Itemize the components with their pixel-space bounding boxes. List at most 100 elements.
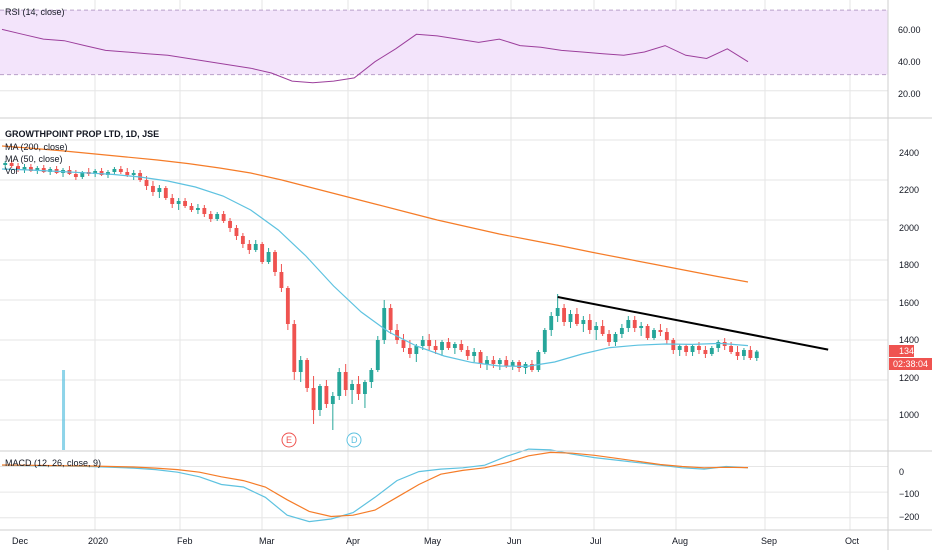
candle — [279, 264, 284, 292]
candle — [587, 314, 592, 334]
macd-label[interactable]: MACD (12, 26, close, 9) — [5, 458, 101, 468]
candle-body — [240, 236, 245, 244]
candle — [690, 344, 695, 356]
candle-body — [645, 326, 650, 338]
candle — [414, 344, 419, 362]
candle — [350, 380, 355, 404]
candle-body — [742, 350, 746, 356]
trendline[interactable] — [557, 296, 829, 351]
candle — [433, 340, 438, 354]
candle-body — [343, 372, 348, 390]
candle — [195, 204, 200, 214]
price-tick-1000: 1000 — [899, 410, 919, 420]
candle — [562, 304, 567, 326]
candle-body — [478, 352, 483, 364]
candle — [343, 364, 348, 396]
candle-body — [677, 346, 682, 350]
legend-ma200[interactable]: MA (200, close) — [5, 142, 68, 152]
candle — [600, 320, 605, 336]
candle — [208, 211, 213, 222]
macd-tick-minus-100: −100 — [899, 489, 919, 499]
candle — [221, 211, 226, 223]
candle-body — [112, 169, 117, 172]
price-tick-1200: 1200 — [899, 373, 919, 383]
ma50-line[interactable] — [1, 168, 749, 368]
candle — [671, 338, 676, 354]
candle — [594, 322, 599, 340]
legend-ma50[interactable]: MA (50, close) — [5, 154, 63, 164]
candle — [497, 358, 502, 370]
candle — [465, 346, 470, 360]
last-price-value: 1342 — [899, 346, 919, 356]
candle-body — [619, 328, 624, 334]
candlestick-series[interactable] — [3, 160, 759, 430]
candle-body — [183, 201, 188, 206]
candle — [337, 368, 342, 400]
candle-body — [639, 326, 644, 328]
candle — [632, 316, 637, 332]
candle-body — [144, 180, 149, 186]
candle — [260, 242, 265, 264]
candle-body — [581, 320, 586, 324]
candle-body — [298, 360, 303, 372]
dividend-marker[interactable] — [346, 432, 362, 448]
candle — [626, 316, 631, 332]
ma200-line[interactable] — [1, 145, 749, 283]
candle-body — [485, 360, 489, 364]
candle-body — [292, 324, 297, 372]
macd-signal-line[interactable] — [1, 451, 749, 518]
candle-body — [189, 206, 194, 210]
rsi-label[interactable]: RSI (14, close) — [5, 7, 65, 17]
candle — [215, 212, 220, 221]
price-tick-1600: 1600 — [899, 298, 919, 308]
candle — [3, 161, 8, 170]
x-label-may: May — [424, 536, 442, 546]
macd-line[interactable] — [1, 448, 749, 523]
candle-body — [709, 348, 714, 354]
candle-body — [388, 308, 393, 330]
candle — [452, 342, 457, 354]
candle — [555, 294, 560, 322]
candle — [285, 286, 290, 330]
price-tick-2400: 2400 — [899, 148, 919, 158]
candle-body — [208, 214, 213, 219]
candle-body — [195, 208, 200, 210]
candle-body — [420, 340, 425, 346]
candle-body — [221, 214, 226, 221]
candle-body — [568, 314, 573, 322]
candle — [99, 168, 104, 176]
x-label-mar: Mar — [259, 536, 275, 546]
candle — [748, 346, 753, 360]
candle — [716, 340, 721, 352]
candle-body — [324, 386, 329, 404]
candle-body — [260, 244, 265, 262]
candle — [16, 163, 20, 172]
candle — [472, 348, 477, 362]
candle-body — [542, 330, 547, 352]
candle — [395, 324, 399, 344]
candle — [478, 350, 483, 368]
candle — [131, 170, 136, 180]
candle — [176, 198, 181, 210]
earnings-marker[interactable] — [281, 432, 297, 448]
candle-body — [427, 340, 432, 346]
legend-vol[interactable]: Vol — [5, 166, 18, 176]
symbol-title[interactable]: GROWTHPOINT PROP LTD, 1D, JSE — [5, 129, 159, 139]
candle-body — [330, 396, 335, 404]
price-tick-1400: 1400 — [899, 335, 919, 345]
candle — [440, 340, 444, 356]
price-tick-1800: 1800 — [899, 260, 919, 270]
candle-body — [440, 342, 444, 350]
candle-body — [99, 171, 104, 175]
candle-body — [118, 169, 123, 172]
candle — [22, 164, 27, 173]
rsi-line[interactable] — [1, 28, 749, 84]
candle — [170, 194, 175, 208]
candle — [247, 240, 252, 254]
candle-body — [697, 346, 701, 350]
candle — [234, 225, 239, 240]
candle-body — [729, 346, 734, 352]
candle-body — [176, 201, 181, 204]
